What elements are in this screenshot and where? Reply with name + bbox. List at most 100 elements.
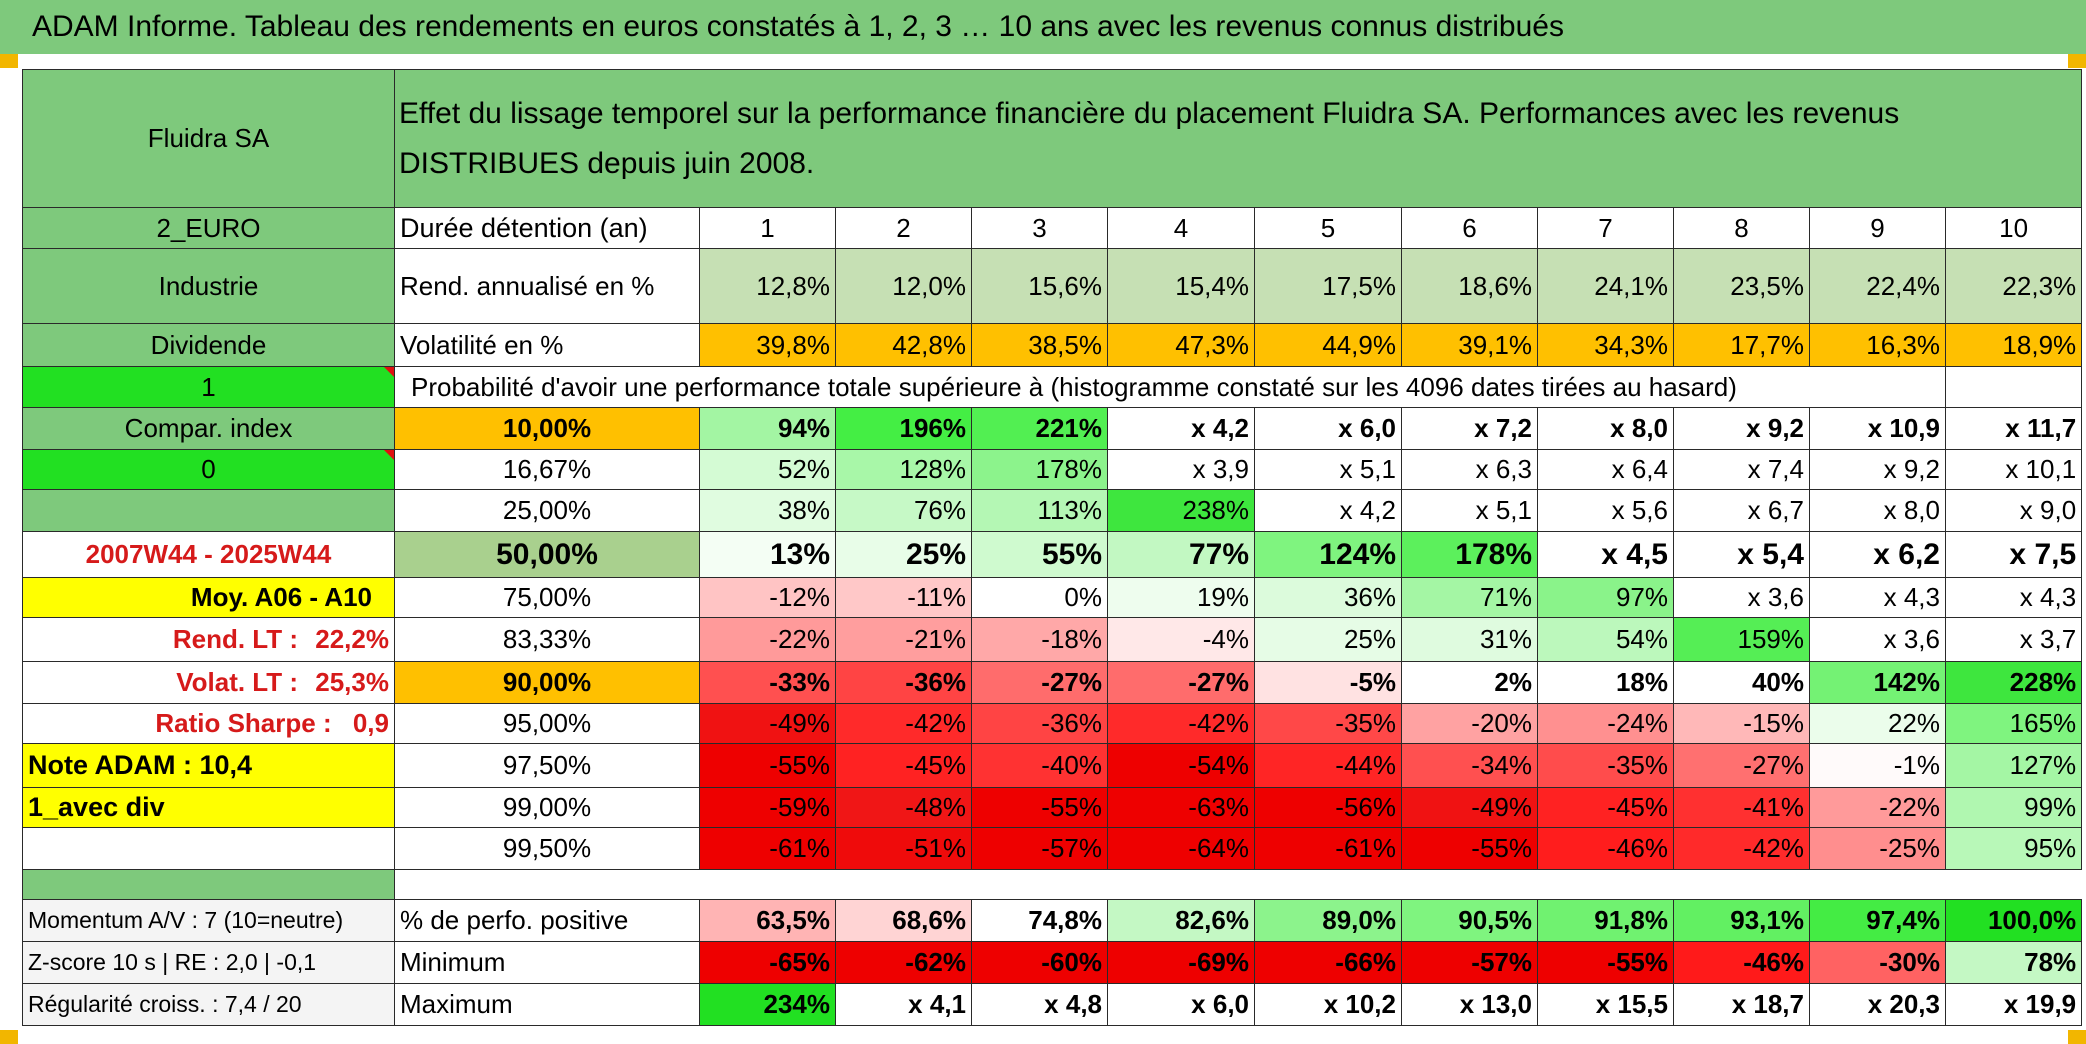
prob-value-cell: -51%	[835, 827, 972, 870]
prob-value-cell: 52%	[699, 449, 836, 490]
prob-value-cell: x 3,7	[1944, 617, 2083, 662]
prob-value-cell: -21%	[835, 617, 972, 662]
percentile-cell: 75,00%	[394, 577, 700, 618]
sharpe: Ratio Sharpe : 0,9	[22, 703, 395, 744]
prob-value-cell: -61%	[699, 827, 836, 870]
prob-value-cell: x 9,0	[1944, 489, 2083, 532]
volat-cell: 16,3%	[1809, 323, 1946, 367]
spacer	[394, 869, 2082, 900]
volat-cell: 38,5%	[971, 323, 1108, 367]
minimum-label: Minimum	[394, 941, 700, 984]
prob-value-cell: -33%	[699, 661, 836, 704]
prob-value-cell: -42%	[835, 703, 972, 744]
prob-value-cell: 127%	[1944, 743, 2083, 788]
prob-value-cell: 22%	[1809, 703, 1946, 744]
prob-value-cell: x 7,4	[1673, 449, 1810, 490]
prob-row: 1_avec div 99,00% -59% -48% -55% -63% -56% -49…	[22, 787, 2083, 828]
prob-value-cell: -18%	[971, 617, 1108, 662]
prob-value-cell: -45%	[1537, 787, 1674, 828]
minimum-cell: -60%	[971, 941, 1108, 984]
rend-label: Rend. annualisé en %	[394, 248, 700, 324]
prob-value-cell: -54%	[1107, 743, 1255, 788]
percentile-cell: 25,00%	[394, 489, 700, 532]
perf-positive-cell: 91,8%	[1537, 899, 1674, 942]
prob-row: 0 16,67% 52% 128% 178% x 3,9 x 5,1 x 6,3 x 6,4 x…	[22, 449, 2083, 490]
prob-value-cell: x 4,5	[1537, 531, 1674, 578]
maximum-cell: x 4,8	[971, 983, 1108, 1026]
spacer-row	[22, 869, 2082, 900]
prob-value-cell: -42%	[1673, 827, 1810, 870]
volat-cell: 39,8%	[699, 323, 836, 367]
prob-value-cell: -22%	[699, 617, 836, 662]
prob-value-cell: x 7,5	[1944, 531, 2083, 578]
rend-lt: Rend. LT : 22,2%	[22, 617, 395, 662]
prob-value-cell: -44%	[1254, 743, 1402, 788]
percentile-cell: 50,00%	[394, 531, 700, 578]
prob-value-cell: 221%	[971, 407, 1108, 450]
minimum-cell: -66%	[1254, 941, 1402, 984]
prob-value-cell: 76%	[835, 489, 972, 532]
prob-value-cell: 124%	[1254, 531, 1402, 578]
prob-value-cell: 2%	[1401, 661, 1538, 704]
year-header: 4	[1107, 207, 1255, 249]
prob-value-cell: x 6,4	[1537, 449, 1674, 490]
prob-value-cell: -63%	[1107, 787, 1255, 828]
rend-cell: 15,6%	[971, 248, 1108, 324]
volat-cell: 18,9%	[1944, 323, 2083, 367]
prob-value-cell: x 3,6	[1809, 617, 1946, 662]
prob-value-cell: x 11,7	[1944, 407, 2083, 450]
year-header: 10	[1944, 207, 2083, 249]
prob-value-cell: 128%	[835, 449, 972, 490]
sharpe-value: 0,9	[352, 708, 389, 738]
prob-value-cell: -42%	[1107, 703, 1255, 744]
prob-value-cell: -4%	[1107, 617, 1255, 662]
selector-value-1[interactable]: 1	[22, 366, 395, 408]
perf-positive-cell: 74,8%	[971, 899, 1108, 942]
prob-value-cell: 55%	[971, 531, 1108, 578]
year-header: 2	[835, 207, 972, 249]
prob-value-cell: x 6,0	[1254, 407, 1402, 450]
minimum-cell: -62%	[835, 941, 972, 984]
prob-value-cell: 196%	[835, 407, 972, 450]
perf-positive-cell: 100,0%	[1944, 899, 2083, 942]
prob-value-cell: 142%	[1809, 661, 1946, 704]
prob-value-cell: x 6,7	[1673, 489, 1810, 532]
rend-cell: 18,6%	[1401, 248, 1538, 324]
year-header: 9	[1809, 207, 1946, 249]
maximum-cell: x 13,0	[1401, 983, 1538, 1026]
prob-value-cell: -55%	[971, 787, 1108, 828]
year-header: 3	[971, 207, 1108, 249]
selector-value-0[interactable]: 0	[22, 449, 395, 490]
prob-value-cell: 95%	[1944, 827, 2083, 870]
prob-value-cell: -46%	[1537, 827, 1674, 870]
prob-value-cell: -55%	[699, 743, 836, 788]
maximum-cell: x 19,9	[1944, 983, 2083, 1026]
rend-cell: 24,1%	[1537, 248, 1674, 324]
volat-cell: 44,9%	[1254, 323, 1402, 367]
rend-lt-label: Rend. LT :	[172, 624, 299, 654]
prob-value-cell: x 3,6	[1673, 577, 1810, 618]
perf-positive-cell: 63,5%	[699, 899, 836, 942]
prob-value-cell: x 5,6	[1537, 489, 1674, 532]
prob-value-cell: x 5,1	[1254, 449, 1402, 490]
maximum-row: Régularité croiss. : 7,4 / 20 Maximum 23…	[22, 983, 2083, 1026]
corner-marker-bottom-left	[0, 1030, 18, 1044]
prob-value-cell: x 9,2	[1809, 449, 1946, 490]
volat-lt: Volat. LT : 25,3%	[22, 661, 395, 704]
year-header: 6	[1401, 207, 1538, 249]
prob-value-cell: -25%	[1809, 827, 1946, 870]
prob-value-cell: x 10,1	[1944, 449, 2083, 490]
returns-table: Fluidra SA Effet du lissage temporel sur…	[22, 69, 2083, 1026]
maximum-cell: x 10,2	[1254, 983, 1402, 1026]
fund-name: Fluidra SA	[22, 69, 395, 208]
minimum-cell: -55%	[1537, 941, 1674, 984]
prob-value-cell: -59%	[699, 787, 836, 828]
prob-value-cell: -5%	[1254, 661, 1402, 704]
prob-value-cell: -36%	[835, 661, 972, 704]
blank-label	[22, 827, 395, 870]
prob-value-cell: -49%	[699, 703, 836, 744]
minimum-cell: -46%	[1673, 941, 1810, 984]
prob-value-cell: x 5,1	[1401, 489, 1538, 532]
rend-cell: 22,4%	[1809, 248, 1946, 324]
prob-value-cell: 238%	[1107, 489, 1255, 532]
